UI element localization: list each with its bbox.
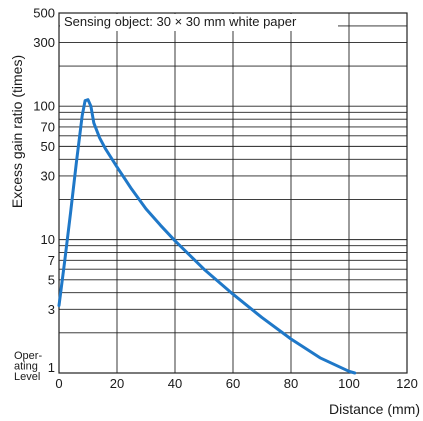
x-axis-title: Distance (mm) — [329, 401, 420, 417]
x-tick-labels: 0 20 40 60 80 100 120 — [55, 376, 417, 391]
y-axis-title: Excess gain ratio (times) — [9, 55, 25, 208]
y-tick-labels: 3 5 7 10 30 50 70 100 300 500 — [33, 6, 55, 317]
x-tick-label: 100 — [338, 376, 360, 391]
y-tick-label: 50 — [41, 139, 55, 154]
x-tick-label: 60 — [226, 376, 240, 391]
annotation-box: Sensing object: 30 × 30 mm white paper — [60, 14, 338, 31]
x-tick-label: 0 — [55, 376, 62, 391]
y-tick-label: 3 — [48, 302, 55, 317]
y-tick-label: 500 — [33, 6, 55, 21]
x-tick-label: 120 — [396, 376, 418, 391]
series-line — [57, 98, 357, 375]
y-tick-label: 10 — [41, 232, 55, 247]
grid — [58, 12, 408, 374]
series-lines — [57, 98, 357, 375]
y-tick-label: 100 — [33, 99, 55, 114]
x-tick-label: 80 — [284, 376, 298, 391]
x-tick-label: 40 — [168, 376, 182, 391]
y-tick-label: 5 — [48, 272, 55, 287]
operating-level-text: Oper- — [14, 350, 42, 362]
y-tick-label: 30 — [41, 168, 55, 183]
annotation-text: Sensing object: 30 × 30 mm white paper — [64, 14, 297, 29]
y-tick-label: 7 — [48, 253, 55, 268]
x-tick-label: 20 — [110, 376, 124, 391]
y-tick-label: 300 — [33, 35, 55, 50]
y-tick-label: 1 — [48, 360, 55, 375]
operating-level-text: ating — [14, 361, 38, 373]
annotation-background — [60, 14, 338, 31]
operating-level-text: Level — [14, 371, 40, 383]
y-tick-label: 70 — [41, 119, 55, 134]
plot-frame — [58, 12, 408, 374]
